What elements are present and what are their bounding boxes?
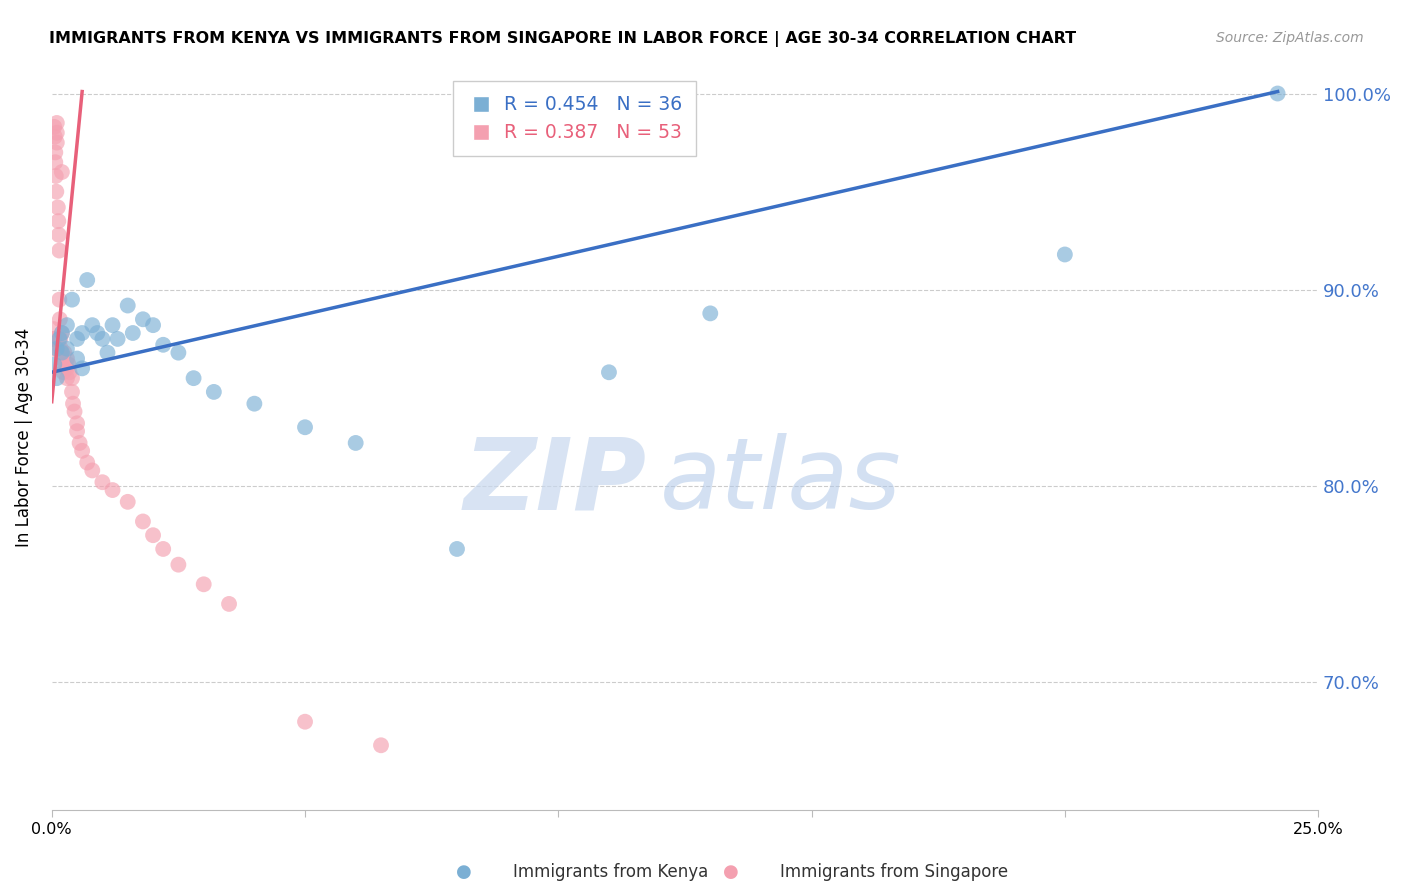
Point: [152, 541, 174, 556]
Point: [49, 312, 72, 326]
Point: [167, 558, 190, 572]
Point: [63, 404, 86, 418]
Point: [44, 120, 66, 134]
Point: [62, 397, 84, 411]
Point: [56, 351, 79, 366]
Point: [42, 322, 65, 336]
Point: [48, 227, 70, 242]
Point: [202, 384, 225, 399]
Point: [60, 293, 83, 307]
Point: [52, 358, 75, 372]
Point: [294, 714, 316, 729]
Point: [45, 371, 67, 385]
Text: Immigrants from Kenya: Immigrants from Kenya: [513, 863, 709, 881]
Point: [44, 129, 66, 144]
Point: [52, 365, 75, 379]
Point: [193, 577, 215, 591]
Point: [44, 155, 66, 169]
Point: [1267, 87, 1289, 101]
Y-axis label: In Labor Force | Age 30-34: In Labor Force | Age 30-34: [15, 327, 32, 547]
Point: [70, 443, 93, 458]
Point: [45, 185, 67, 199]
Point: [42, 342, 65, 356]
Point: [76, 273, 98, 287]
Point: [46, 214, 69, 228]
Point: [1053, 247, 1076, 261]
Point: [446, 541, 468, 556]
Point: [107, 332, 129, 346]
Text: atlas: atlas: [659, 434, 901, 531]
Point: [76, 456, 98, 470]
Point: [66, 332, 89, 346]
Point: [48, 293, 70, 307]
Point: [44, 358, 66, 372]
Point: [183, 371, 205, 385]
Text: ZIP: ZIP: [464, 434, 647, 531]
Point: [51, 326, 73, 340]
Point: [51, 345, 73, 359]
Point: [51, 326, 73, 340]
Point: [101, 483, 124, 497]
Point: [44, 145, 66, 160]
Point: [70, 361, 93, 376]
Point: [243, 397, 266, 411]
Point: [699, 306, 721, 320]
Text: IMMIGRANTS FROM KENYA VS IMMIGRANTS FROM SINGAPORE IN LABOR FORCE | AGE 30-34 CO: IMMIGRANTS FROM KENYA VS IMMIGRANTS FROM…: [49, 31, 1077, 47]
Point: [56, 318, 79, 333]
Point: [70, 326, 93, 340]
Point: [66, 424, 89, 438]
Point: [46, 200, 69, 214]
Point: [45, 126, 67, 140]
Point: [49, 332, 72, 346]
Point: [66, 351, 89, 366]
Point: [45, 136, 67, 150]
Point: [45, 342, 67, 356]
Point: [117, 495, 139, 509]
Text: ●: ●: [456, 863, 472, 881]
Point: [82, 318, 104, 333]
Point: [370, 739, 392, 753]
Point: [42, 332, 65, 346]
Point: [60, 384, 83, 399]
Point: [56, 361, 79, 376]
Legend: R = 0.454   N = 36, R = 0.387   N = 53: R = 0.454 N = 36, R = 0.387 N = 53: [453, 80, 696, 156]
Text: Immigrants from Singapore: Immigrants from Singapore: [780, 863, 1008, 881]
Point: [218, 597, 240, 611]
Point: [56, 342, 79, 356]
Point: [344, 436, 367, 450]
Point: [294, 420, 316, 434]
Point: [117, 299, 139, 313]
Point: [66, 417, 89, 431]
Point: [91, 475, 114, 490]
Point: [45, 169, 67, 183]
Point: [96, 345, 118, 359]
Point: [44, 332, 66, 346]
Point: [60, 371, 83, 385]
Point: [142, 318, 165, 333]
Point: [51, 351, 73, 366]
Point: [142, 528, 165, 542]
Point: [82, 463, 104, 477]
Point: [49, 342, 72, 356]
Point: [45, 116, 67, 130]
Point: [69, 436, 91, 450]
Text: ●: ●: [723, 863, 740, 881]
Point: [51, 165, 73, 179]
Point: [48, 244, 70, 258]
Point: [86, 326, 108, 340]
Point: [132, 312, 155, 326]
Point: [598, 365, 620, 379]
Point: [58, 358, 80, 372]
Text: Source: ZipAtlas.com: Source: ZipAtlas.com: [1216, 31, 1364, 45]
Point: [48, 332, 70, 346]
Point: [132, 515, 155, 529]
Point: [56, 371, 79, 385]
Point: [53, 345, 76, 359]
Point: [152, 338, 174, 352]
Point: [121, 326, 143, 340]
Point: [101, 318, 124, 333]
Point: [91, 332, 114, 346]
Point: [58, 365, 80, 379]
Point: [167, 345, 190, 359]
